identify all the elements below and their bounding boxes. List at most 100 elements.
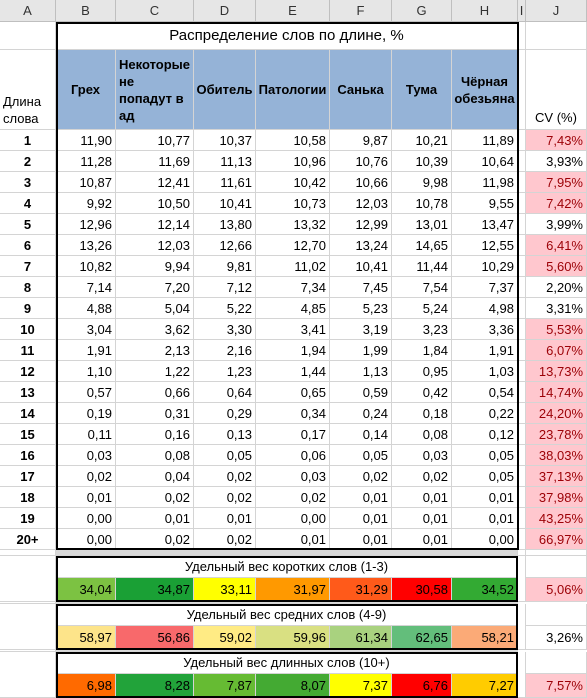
value-cell: 2,16 [194, 340, 256, 361]
cv-cell: 5,53% [526, 319, 587, 340]
row-label: 5 [0, 214, 56, 235]
summary-value: 31,97 [256, 578, 330, 602]
value-cell: 10,39 [392, 151, 452, 172]
value-cell: 10,76 [330, 151, 392, 172]
blank-cell [518, 50, 526, 130]
blank-cell [518, 445, 526, 466]
cv-cell: 37,98% [526, 487, 587, 508]
value-cell: 0,01 [392, 508, 452, 529]
blank-cell [518, 604, 526, 650]
row-label: 8 [0, 277, 56, 298]
column-header: J [526, 0, 587, 22]
summary-value: 8,28 [116, 674, 194, 698]
value-cell: 0,12 [452, 424, 518, 445]
row-label: 3 [0, 172, 56, 193]
gap-band [56, 550, 518, 556]
summary-value: 58,21 [452, 626, 518, 650]
blank-cell [518, 256, 526, 277]
row-label: 19 [0, 508, 56, 529]
value-cell: 0,02 [116, 529, 194, 550]
blank-cell [518, 652, 526, 698]
value-cell: 10,77 [116, 130, 194, 151]
value-cell: 11,02 [256, 256, 330, 277]
summary-value: 6,98 [56, 674, 116, 698]
value-cell: 0,02 [56, 466, 116, 487]
value-cell: 3,36 [452, 319, 518, 340]
value-cell: 0,19 [56, 403, 116, 424]
value-cell: 3,19 [330, 319, 392, 340]
blank-cell [518, 508, 526, 529]
value-cell: 4,88 [56, 298, 116, 319]
summary-value: 34,52 [452, 578, 518, 602]
blank-cell [518, 214, 526, 235]
value-cell: 1,91 [56, 340, 116, 361]
value-cell: 0,01 [452, 508, 518, 529]
value-cell: 0,95 [392, 361, 452, 382]
value-cell: 0,24 [330, 403, 392, 424]
value-cell: 0,01 [330, 529, 392, 550]
blank-cell [518, 424, 526, 445]
value-cell: 5,23 [330, 298, 392, 319]
blank-cell [518, 172, 526, 193]
blank-cell [0, 604, 56, 650]
value-cell: 0,01 [56, 487, 116, 508]
value-cell: 13,80 [194, 214, 256, 235]
value-cell: 0,01 [452, 487, 518, 508]
value-cell: 10,42 [256, 172, 330, 193]
value-cell: 0,05 [330, 445, 392, 466]
row-label: 9 [0, 298, 56, 319]
value-cell: 2,13 [116, 340, 194, 361]
summary-label: Удельный вес длинных слов (10+) [56, 652, 518, 674]
value-cell: 0,22 [452, 403, 518, 424]
value-cell: 14,65 [392, 235, 452, 256]
value-cell: 0,64 [194, 382, 256, 403]
value-cell: 10,21 [392, 130, 452, 151]
value-cell: 10,50 [116, 193, 194, 214]
cv-cell: 24,20% [526, 403, 587, 424]
value-cell: 11,89 [452, 130, 518, 151]
column-header: I [518, 0, 526, 22]
value-cell: 0,34 [256, 403, 330, 424]
value-cell: 1,91 [452, 340, 518, 361]
value-cell: 0,42 [392, 382, 452, 403]
row-label: 11 [0, 340, 56, 361]
cv-cell: 3,99% [526, 214, 587, 235]
value-cell: 9,81 [194, 256, 256, 277]
row-label: 2 [0, 151, 56, 172]
cv-cell: 23,78% [526, 424, 587, 445]
value-cell: 0,08 [392, 424, 452, 445]
blank-cell [518, 487, 526, 508]
value-cell: 12,41 [116, 172, 194, 193]
row-label: 10 [0, 319, 56, 340]
value-cell: 13,32 [256, 214, 330, 235]
summary-value: 62,65 [392, 626, 452, 650]
value-cell: 1,03 [452, 361, 518, 382]
value-cell: 1,23 [194, 361, 256, 382]
value-cell: 0,02 [194, 466, 256, 487]
column-header: E [256, 0, 330, 22]
blank-cell [518, 382, 526, 403]
blank-cell [518, 151, 526, 172]
cv-cell: 37,13% [526, 466, 587, 487]
value-cell: 11,44 [392, 256, 452, 277]
value-cell: 9,92 [56, 193, 116, 214]
cv-cell: 5,60% [526, 256, 587, 277]
value-cell: 0,57 [56, 382, 116, 403]
row-label: 12 [0, 361, 56, 382]
value-cell: 7,34 [256, 277, 330, 298]
blank-cell [518, 319, 526, 340]
value-cell: 10,73 [256, 193, 330, 214]
blank-cell [526, 22, 587, 50]
value-cell: 0,05 [194, 445, 256, 466]
summary-value: 8,07 [256, 674, 330, 698]
summary-value: 31,29 [330, 578, 392, 602]
value-cell: 0,00 [452, 529, 518, 550]
blank-cell [518, 298, 526, 319]
value-cell: 7,20 [116, 277, 194, 298]
row-label: 18 [0, 487, 56, 508]
summary-value: 59,02 [194, 626, 256, 650]
value-cell: 11,28 [56, 151, 116, 172]
value-cell: 1,22 [116, 361, 194, 382]
blank-cell [518, 403, 526, 424]
value-cell: 12,96 [56, 214, 116, 235]
